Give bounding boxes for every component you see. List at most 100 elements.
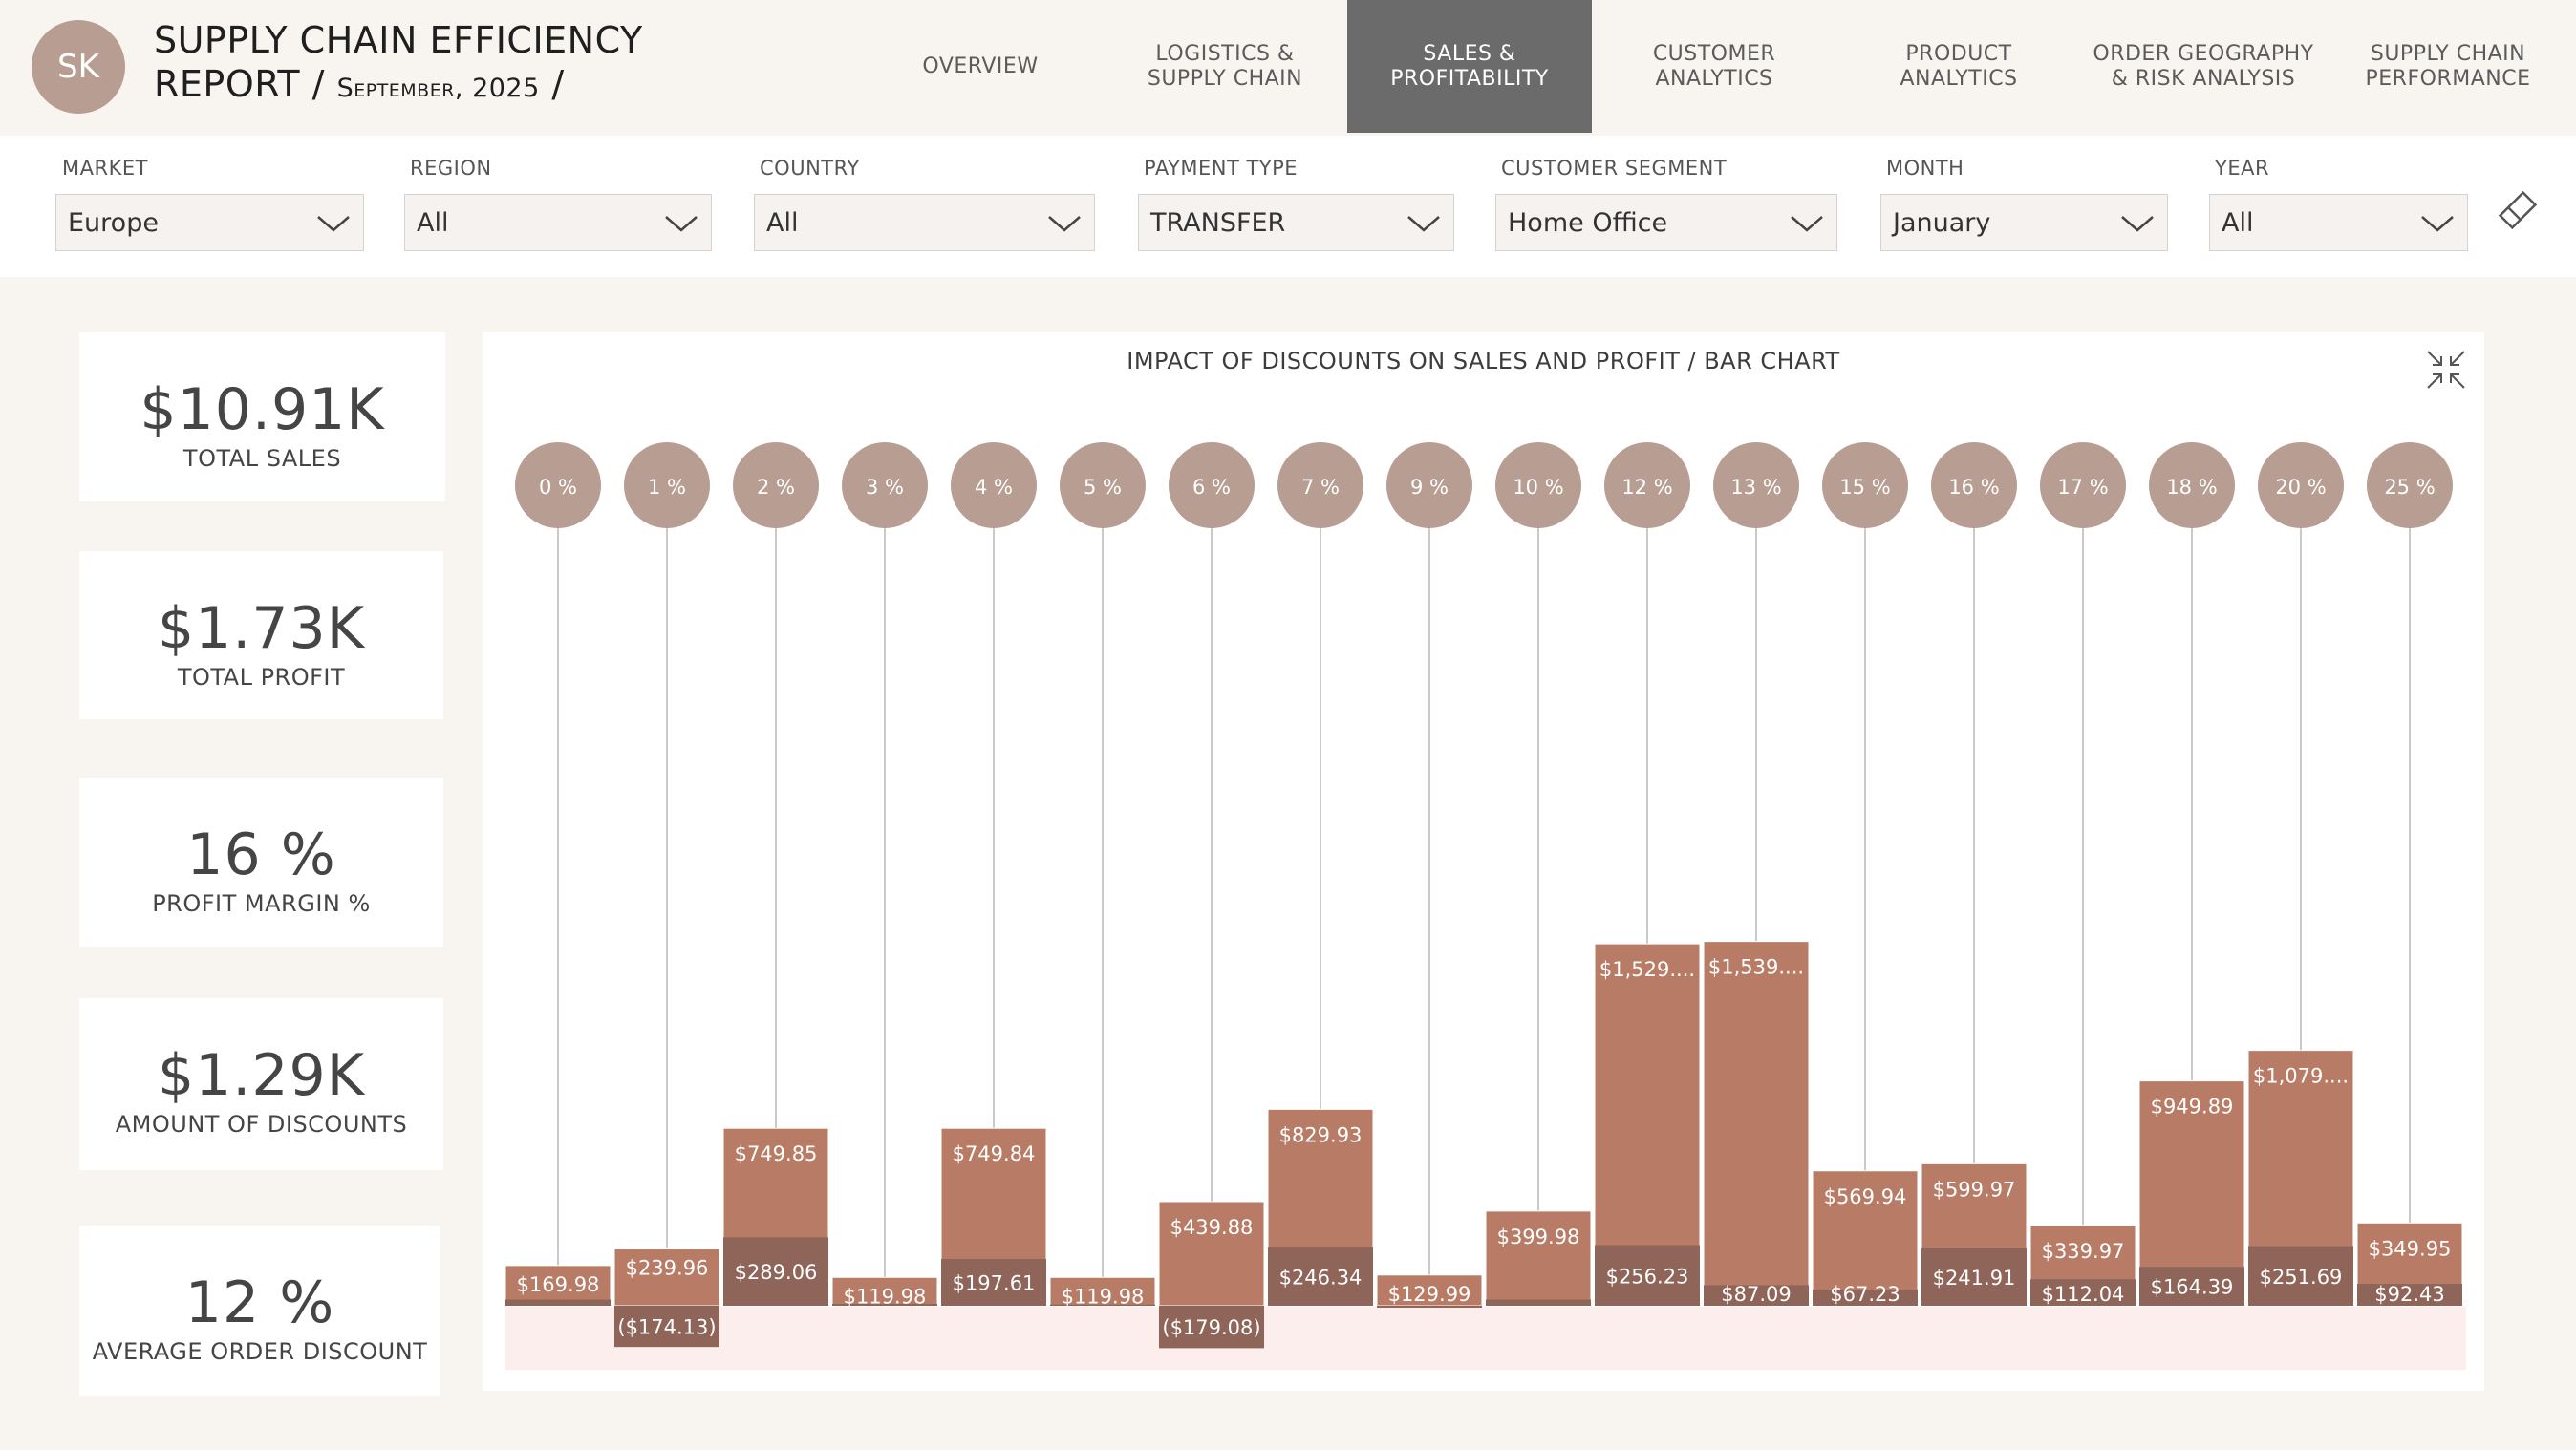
profit-bar — [1486, 1299, 1591, 1306]
tab-order-geography-risk[interactable]: ORDER GEOGRAPHY & RISK ANALYSIS — [2081, 0, 2326, 133]
profit-data-label: $67.23 — [1830, 1283, 1900, 1306]
eraser-icon[interactable] — [2494, 186, 2542, 234]
filter-label-customer-segment: CUSTOMER SEGMENT — [1501, 157, 1728, 180]
tab-logistics-supply-chain[interactable]: LOGISTICS & SUPPLY CHAIN — [1103, 0, 1347, 133]
collapse-icon[interactable] — [2425, 349, 2467, 391]
year-dropdown[interactable]: All — [2209, 194, 2468, 251]
chevron-down-icon — [1048, 216, 1081, 232]
filter-label-region: REGION — [410, 157, 492, 180]
report-title-continued: REPORT / — [154, 63, 337, 105]
filter-label-month: MONTH — [1886, 157, 1964, 180]
discount-bubble-label: 18 % — [2166, 476, 2217, 499]
profit-bar — [1595, 1245, 1700, 1306]
chevron-down-icon — [1791, 216, 1823, 232]
discount-bubble — [2258, 442, 2344, 528]
profit-bar — [1921, 1248, 2027, 1306]
market-dropdown[interactable]: Europe — [55, 194, 364, 251]
kpi-value: $1.29K — [157, 1042, 366, 1109]
discount-bubble — [1060, 442, 1146, 528]
sales-data-label: $829.93 — [1279, 1123, 1363, 1146]
tab-label-line2: & RISK ANALYSIS — [2111, 66, 2296, 91]
sales-data-label: $749.84 — [953, 1142, 1036, 1165]
profit-data-label: $197.61 — [953, 1272, 1036, 1295]
sales-data-label: $119.98 — [1062, 1285, 1145, 1308]
tab-label-line2: ANALYTICS — [1655, 66, 1773, 91]
bar-chart: 0 % $169.98 1 % $239.96 ($174.13) 2 % $749.85 $… — [504, 442, 2466, 1370]
tab-sales-profitability[interactable]: SALES & PROFITABILITY — [1347, 0, 1592, 133]
profit-bar — [2139, 1267, 2244, 1306]
market-value: Europe — [68, 207, 159, 238]
tab-label: SUPPLY CHAIN — [2370, 41, 2526, 66]
month-value: January — [1893, 207, 1991, 238]
kpi-card-profit-margin: 16 % PROFIT MARGIN % — [79, 778, 443, 947]
sales-data-label: $949.89 — [2151, 1096, 2234, 1119]
tab-label: ORDER GEOGRAPHY — [2093, 41, 2314, 66]
payment-type-dropdown[interactable]: TRANSFER — [1138, 194, 1454, 251]
avatar[interactable]: SK — [32, 20, 125, 114]
kpi-card-average-order-discount: 12 % AVERAGE ORDER DISCOUNT — [79, 1226, 440, 1396]
country-dropdown[interactable]: All — [754, 194, 1095, 251]
chart-title: IMPACT OF DISCOUNTS ON SALES AND PROFIT … — [1127, 348, 1840, 374]
discount-bubble-label: 6 % — [1192, 476, 1231, 499]
sales-bar — [1049, 1276, 1156, 1307]
discount-bubble — [1277, 442, 1363, 528]
discount-bubble — [1931, 442, 2017, 528]
profit-data-label: ($174.13) — [617, 1316, 716, 1339]
discount-bubble-label: 13 % — [1730, 476, 1781, 499]
sales-data-label: $169.98 — [517, 1273, 600, 1296]
profit-data-label: $164.39 — [2151, 1276, 2234, 1299]
discount-bubble-label: 5 % — [1084, 476, 1122, 499]
profit-data-label: $289.06 — [735, 1261, 818, 1284]
profit-data-label: $92.43 — [2374, 1283, 2444, 1306]
discount-bubble-label: 4 % — [975, 476, 1013, 499]
sales-bar — [1158, 1201, 1265, 1307]
profit-bar — [2248, 1246, 2353, 1306]
discount-bubble-label: 2 % — [757, 476, 795, 499]
profit-bar — [1050, 1304, 1155, 1306]
kpi-label: AVERAGE ORDER DISCOUNT — [92, 1338, 428, 1365]
discount-bubble-label: 1 % — [648, 476, 686, 499]
kpi-value: $1.73K — [157, 595, 366, 662]
chevron-down-icon — [317, 216, 350, 232]
report-title: SUPPLY CHAIN EFFICIENCY — [154, 19, 643, 61]
filter-label-year: YEAR — [2215, 157, 2270, 180]
sales-data-label: $1,539.... — [1708, 956, 1804, 979]
filter-label-payment-type: PAYMENT TYPE — [1144, 157, 1299, 180]
customer-segment-value: Home Office — [1508, 207, 1668, 238]
profit-bar — [2357, 1284, 2462, 1306]
profit-data-label: $87.09 — [1721, 1283, 1791, 1306]
profit-data-label: $256.23 — [1606, 1265, 1689, 1288]
customer-segment-dropdown[interactable]: Home Office — [1495, 194, 1837, 251]
sales-data-label: $439.88 — [1170, 1216, 1254, 1239]
tab-label: PRODUCT — [1905, 41, 2012, 66]
loss-bar — [614, 1306, 719, 1348]
profit-data-label: ($179.08) — [1162, 1316, 1260, 1339]
tab-overview[interactable]: OVERVIEW — [858, 0, 1103, 133]
kpi-label: TOTAL PROFIT — [177, 664, 346, 691]
discount-bubble-label: 10 % — [1513, 476, 1563, 499]
loss-bar — [1159, 1306, 1264, 1349]
tab-label-line2: PERFORMANCE — [2365, 66, 2531, 91]
tab-label: CUSTOMER — [1652, 41, 1776, 66]
discount-bubble-label: 16 % — [1948, 476, 1999, 499]
tab-product-analytics[interactable]: PRODUCT ANALYTICS — [1836, 0, 2081, 133]
discount-bubble-label: 17 % — [2057, 476, 2108, 499]
discount-bubble-label: 0 % — [539, 476, 577, 499]
discount-bubble — [1169, 442, 1255, 528]
title-separator: / — [539, 63, 565, 105]
tab-label: LOGISTICS & — [1155, 41, 1295, 66]
kpi-label: PROFIT MARGIN % — [152, 890, 371, 917]
sales-bar — [831, 1276, 938, 1307]
year-value: All — [2222, 207, 2254, 238]
month-dropdown[interactable]: January — [1880, 194, 2168, 251]
region-dropdown[interactable]: All — [404, 194, 712, 251]
tab-supply-chain-performance[interactable]: SUPPLY CHAIN PERFORMANCE — [2326, 0, 2570, 133]
discount-bubble-label: 9 % — [1410, 476, 1449, 499]
report-title-line2: REPORT / September, 2025 / — [154, 63, 565, 105]
sales-bar — [613, 1248, 720, 1307]
sales-data-label: $749.85 — [735, 1142, 818, 1165]
tab-customer-analytics[interactable]: CUSTOMER ANALYTICS — [1592, 0, 1836, 133]
filter-label-market: MARKET — [62, 157, 148, 180]
discount-bubble — [2149, 442, 2235, 528]
discount-bubble-label: 25 % — [2384, 476, 2435, 499]
